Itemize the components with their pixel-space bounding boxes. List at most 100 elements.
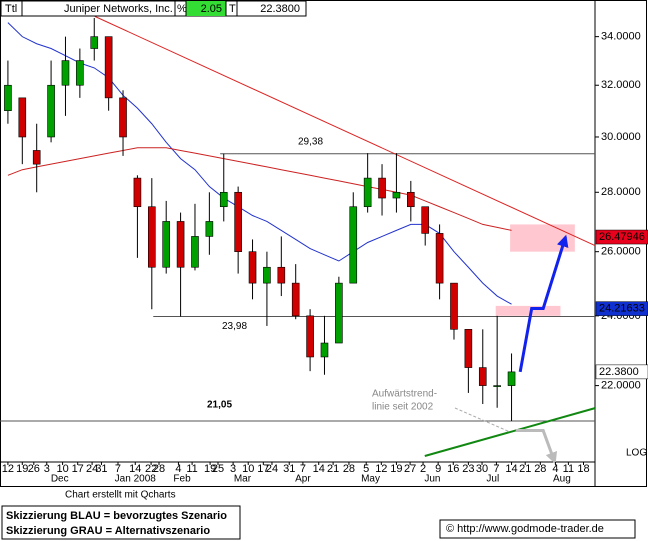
candle-body (464, 329, 473, 368)
x-tick-label: 28 (343, 463, 355, 475)
header-box (0, 0, 307, 17)
candle-body (421, 206, 430, 234)
x-tick-label: 7 (115, 463, 121, 475)
x-tick-label: 12 (2, 463, 14, 475)
x-tick-label: 30 (476, 463, 488, 475)
x-tick-label: 3 (230, 463, 236, 475)
month-label: Apr (295, 474, 311, 485)
x-tick-label: 21 (519, 463, 531, 475)
header: Ttl Juniper Networks, Inc. % 2.05 T 22.3… (0, 0, 307, 17)
month-label: May (361, 474, 380, 485)
candle-body (191, 236, 199, 268)
x-tick-label: 31 (95, 463, 107, 475)
annotation-pointer (454, 407, 511, 433)
candle-body (76, 60, 84, 86)
x-tick-label: 11 (186, 463, 197, 475)
y-tick-label: 32.0000 (601, 79, 641, 91)
candle-body (104, 36, 113, 99)
x-tick-label: 14 (129, 463, 141, 475)
target-zone (495, 305, 561, 316)
trendline (424, 407, 596, 457)
candle-body (507, 371, 516, 386)
candle-body (363, 177, 372, 208)
candle-body (4, 84, 12, 111)
plot: 29,38 23,98 21,05 (0, 15, 596, 465)
x-tick-label: 22 (145, 463, 157, 475)
candle-body (392, 191, 401, 199)
candle-body (291, 282, 300, 317)
candle-body (450, 282, 458, 330)
level-label: 29,38 (298, 136, 323, 147)
x-tick-label: 28 (534, 463, 546, 475)
candle-body (133, 177, 142, 208)
month-label: Dec (51, 474, 69, 485)
x-tick-label: 25 (212, 463, 224, 475)
header-name: Juniper Networks, Inc. (64, 3, 173, 15)
x-tick-label: 10 (242, 463, 254, 475)
month-label: Aug (553, 474, 571, 485)
source: © http://www.godmode-trader.de (446, 523, 604, 535)
price-label: 24.21633 (599, 303, 645, 315)
x-tick-label: 31 (283, 463, 295, 475)
x-tick-label: 7 (493, 463, 499, 475)
month-label: Jul (486, 474, 499, 485)
y-tick-label: 34.0000 (601, 31, 641, 43)
x-tick-label: 2 (420, 463, 426, 475)
source-box (439, 519, 636, 539)
month-label: Mar (234, 474, 252, 485)
moving-average (7, 147, 512, 231)
header-price: 22.3800 (260, 3, 300, 15)
x-tick-label: 10 (56, 463, 68, 475)
x-tick-label: 12 (375, 463, 387, 475)
price-label: 26.47946 (599, 231, 645, 243)
header-label: T (229, 3, 236, 15)
x-tick-label: 14 (505, 463, 517, 475)
scale-label: LOG (626, 448, 647, 459)
x-tick-label: 27 (404, 463, 416, 475)
month-label: Jan 2008 (115, 474, 157, 485)
x-tick-label: 21 (327, 463, 339, 475)
x-tick-label: 3 (44, 463, 50, 475)
x-tick-label: 16 (447, 463, 459, 475)
candle-body (306, 315, 314, 358)
scenario-path (515, 429, 558, 465)
x-tick-label: 11 (563, 463, 574, 475)
candle-body (32, 150, 41, 165)
header-change-bg (186, 1, 226, 16)
candle-body (320, 342, 329, 358)
header-label: % (177, 3, 187, 15)
x-tick-label: 23 (462, 463, 474, 475)
y-tick-label: 26.0000 (601, 246, 641, 258)
x-tick-label: 7 (300, 463, 306, 475)
candle-body (61, 60, 70, 86)
candle-body (162, 221, 170, 268)
header-label: Ttl (5, 3, 17, 15)
price-label-bg (595, 229, 648, 245)
x-tick-label: 17 (72, 463, 84, 475)
x-tick-label: 28 (153, 463, 165, 475)
y-tick-label: 22.0000 (601, 380, 641, 392)
candle-body (349, 206, 358, 284)
level-label: 23,98 (222, 321, 247, 332)
candle-body (148, 206, 156, 268)
legend-box (1, 505, 241, 540)
x-tick-label: 24 (266, 463, 278, 475)
x-tick-label: 17 (257, 463, 269, 475)
candle-body (435, 233, 444, 284)
candle-body (176, 221, 185, 268)
candle-body (407, 191, 415, 208)
level-label: 21,05 (207, 400, 232, 411)
x-tick-label: 26 (28, 463, 40, 475)
candle-body (119, 97, 127, 138)
candle-body (205, 221, 214, 237)
x-tick-label: 4 (552, 463, 558, 475)
x-tick-label: 18 (577, 463, 589, 475)
x-tick-label: 9 (435, 463, 441, 475)
candle-body (378, 177, 386, 199)
legend-item: Skizzierung BLAU = bevorzugtes Szenario (6, 510, 227, 522)
x-tick-label: 14 (313, 463, 325, 475)
credit: Chart erstellt mit Qcharts (65, 490, 176, 501)
candle-body (47, 84, 55, 138)
trendline (94, 15, 596, 246)
x-tick-label: 5 (363, 463, 369, 475)
